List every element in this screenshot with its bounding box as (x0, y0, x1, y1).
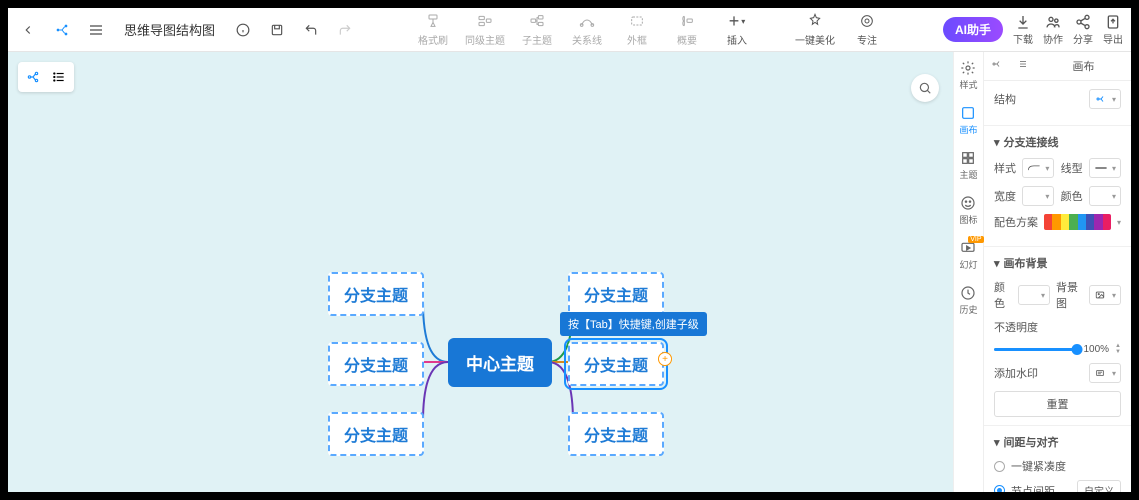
connector-linetype-dropdown[interactable]: ▾ (1089, 158, 1121, 178)
add-child-icon[interactable]: + (658, 352, 672, 366)
compact-radio[interactable]: 一键紧凑度 (994, 458, 1121, 474)
color-scheme-strip[interactable] (1044, 214, 1111, 230)
tool-insert[interactable]: +▾插入 (719, 12, 755, 47)
zoom-icon[interactable] (911, 74, 939, 102)
opacity-slider[interactable] (994, 348, 1077, 351)
menu-icon[interactable] (84, 18, 108, 42)
rail-style[interactable]: 样式 (959, 60, 977, 91)
bg-color-dropdown[interactable]: ▾ (1018, 285, 1050, 305)
center-node[interactable]: 中心主题 (448, 338, 552, 387)
hint-tooltip: 按【Tab】快捷键,创建子级 (560, 312, 707, 336)
tool-child-topic[interactable]: 子主题 (519, 12, 555, 47)
branch-node[interactable]: 分支主题 (568, 412, 664, 456)
rail-canvas[interactable]: 画布 (959, 105, 977, 136)
branch-node[interactable]: 分支主题 (328, 272, 424, 316)
collaborate-button[interactable]: 协作 (1043, 14, 1063, 46)
download-button[interactable]: 下载 (1013, 14, 1033, 46)
tool-beautify[interactable]: 一键美化 (795, 12, 835, 47)
watermark-dropdown[interactable]: ▾ (1089, 363, 1121, 383)
topbar: 思维导图结构图 格式刷 同级主题 子主题 关系线 外框 概要 +▾插入 一键美化… (8, 8, 1131, 52)
bg-image-dropdown[interactable]: ▾ (1089, 285, 1121, 305)
undo-icon[interactable] (299, 18, 323, 42)
panel-tab-canvas[interactable]: 画布 (1036, 52, 1131, 80)
side-rail: 样式 画布 主题 图标 VIP幻灯 历史 (953, 52, 983, 492)
tool-format-painter[interactable]: 格式刷 (415, 12, 451, 47)
panel-tab-mindmap-icon[interactable] (984, 52, 1010, 80)
tool-boundary[interactable]: 外框 (619, 12, 655, 47)
outline-view-icon[interactable] (48, 66, 70, 88)
share-button[interactable]: 分享 (1073, 14, 1093, 46)
reset-button[interactable]: 重置 (994, 391, 1121, 417)
branch-node[interactable]: 分支主题 (328, 412, 424, 456)
connector-color-dropdown[interactable]: ▾ (1089, 186, 1121, 206)
mindmap-mode-icon[interactable] (50, 18, 74, 42)
structure-label: 结构 (994, 91, 1016, 107)
document-title[interactable]: 思维导图结构图 (124, 20, 215, 39)
branch-node[interactable]: 分支主题 (568, 272, 664, 316)
rail-slideshow[interactable]: VIP幻灯 (959, 240, 977, 271)
custom-spacing-button[interactable]: 自定义 (1077, 480, 1121, 492)
save-icon[interactable] (265, 18, 289, 42)
rail-history[interactable]: 历史 (959, 285, 977, 316)
redo-icon[interactable] (333, 18, 357, 42)
info-icon[interactable] (231, 18, 255, 42)
back-icon[interactable] (16, 18, 40, 42)
toolbar-center: 格式刷 同级主题 子主题 关系线 外框 概要 +▾插入 一键美化 专注 (361, 12, 939, 47)
connector-style-dropdown[interactable]: ▾ (1022, 158, 1054, 178)
ai-assistant-button[interactable]: AI助手 (943, 17, 1003, 42)
view-toggle (18, 62, 74, 92)
branch-node-selected[interactable]: 分支主题 (568, 342, 664, 386)
tool-focus[interactable]: 专注 (849, 12, 885, 47)
tool-summary[interactable]: 概要 (669, 12, 705, 47)
spacing-section-header[interactable]: ▾间距与对齐 (994, 434, 1121, 450)
tool-sibling-topic[interactable]: 同级主题 (465, 12, 505, 47)
structure-dropdown[interactable]: ▾ (1089, 89, 1121, 109)
node-gap-radio[interactable]: 节点间距 (994, 483, 1055, 493)
connectors-section-header[interactable]: ▾分支连接线 (994, 134, 1121, 150)
connector-width-dropdown[interactable]: ▾ (1022, 186, 1054, 206)
canvas[interactable]: 分支主题 分支主题 分支主题 中心主题 分支主题 按【Tab】快捷键,创建子级 … (8, 52, 953, 492)
rail-icons[interactable]: 图标 (959, 195, 977, 226)
opacity-value: 100% (1083, 344, 1109, 355)
tool-relation-line[interactable]: 关系线 (569, 12, 605, 47)
branch-node[interactable]: 分支主题 (328, 342, 424, 386)
properties-panel: 画布 结构 ▾ ▾分支连接线 样式 ▾ 线型 ▾ 宽度 ▾ (983, 52, 1131, 492)
export-button[interactable]: 导出 (1103, 14, 1123, 46)
background-section-header[interactable]: ▾画布背景 (994, 255, 1121, 271)
mindmap-view-icon[interactable] (22, 66, 44, 88)
panel-tab-outline-icon[interactable] (1010, 52, 1036, 80)
rail-theme[interactable]: 主题 (959, 150, 977, 181)
